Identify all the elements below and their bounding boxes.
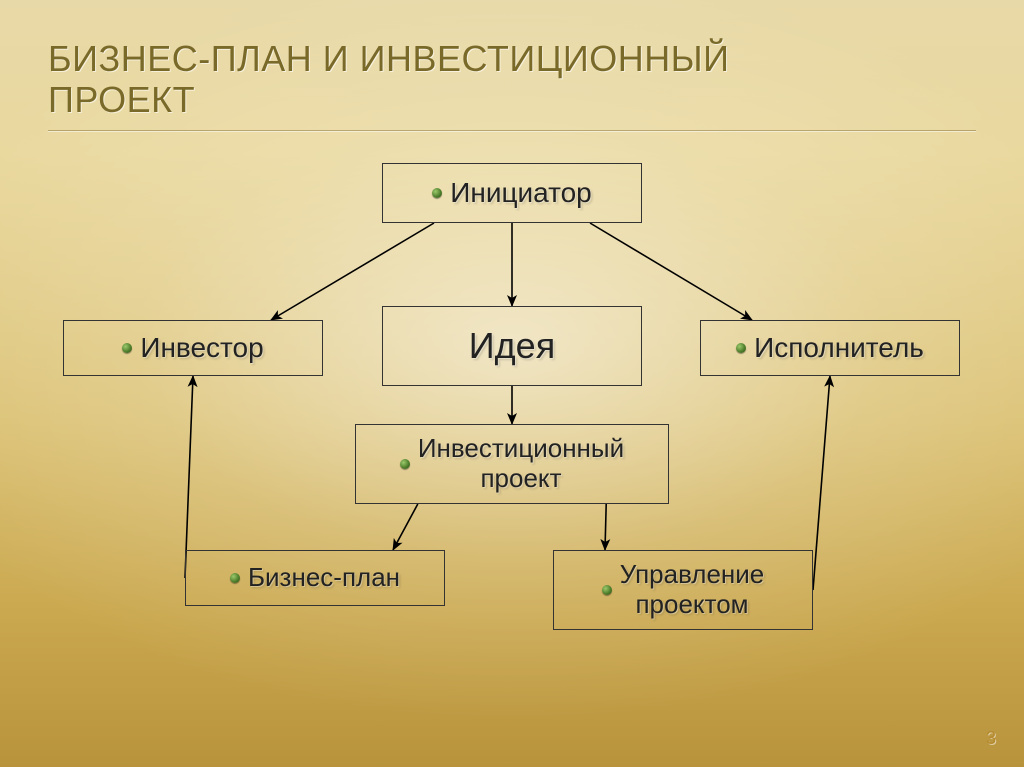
node-label: Инвестор bbox=[140, 332, 263, 364]
node-initiator: Инициатор bbox=[382, 163, 642, 223]
slide-title: Бизнес-план и инвестиционный проект bbox=[48, 38, 808, 121]
edge-project-to-bizplan bbox=[393, 504, 418, 550]
node-label: Идея bbox=[469, 325, 555, 366]
node-project: Инвестиционныйпроект bbox=[355, 424, 669, 504]
edge-management-to-executor bbox=[813, 376, 830, 590]
node-management: Управлениепроектом bbox=[553, 550, 813, 630]
page-number: 3 bbox=[986, 728, 996, 749]
node-investor: Инвестор bbox=[63, 320, 323, 376]
node-label: Инвестиционныйпроект bbox=[418, 434, 624, 494]
bullet-icon bbox=[602, 585, 612, 595]
title-underline bbox=[48, 130, 976, 132]
node-label: Инициатор bbox=[450, 177, 592, 209]
bullet-icon bbox=[400, 459, 410, 469]
bullet-icon bbox=[432, 188, 442, 198]
bullet-icon bbox=[230, 573, 240, 583]
node-bizplan: Бизнес-план bbox=[185, 550, 445, 606]
slide: Бизнес-план и инвестиционный проект Иниц… bbox=[0, 0, 1024, 767]
node-label: Управлениепроектом bbox=[620, 560, 765, 620]
edge-bizplan-to-investor bbox=[185, 376, 193, 578]
node-label: Бизнес-план bbox=[248, 563, 400, 593]
node-executor: Исполнитель bbox=[700, 320, 960, 376]
node-label: Исполнитель bbox=[754, 332, 924, 364]
bullet-icon bbox=[736, 343, 746, 353]
edge-project-to-management bbox=[605, 504, 606, 550]
bullet-icon bbox=[122, 343, 132, 353]
node-idea: Идея bbox=[382, 306, 642, 386]
